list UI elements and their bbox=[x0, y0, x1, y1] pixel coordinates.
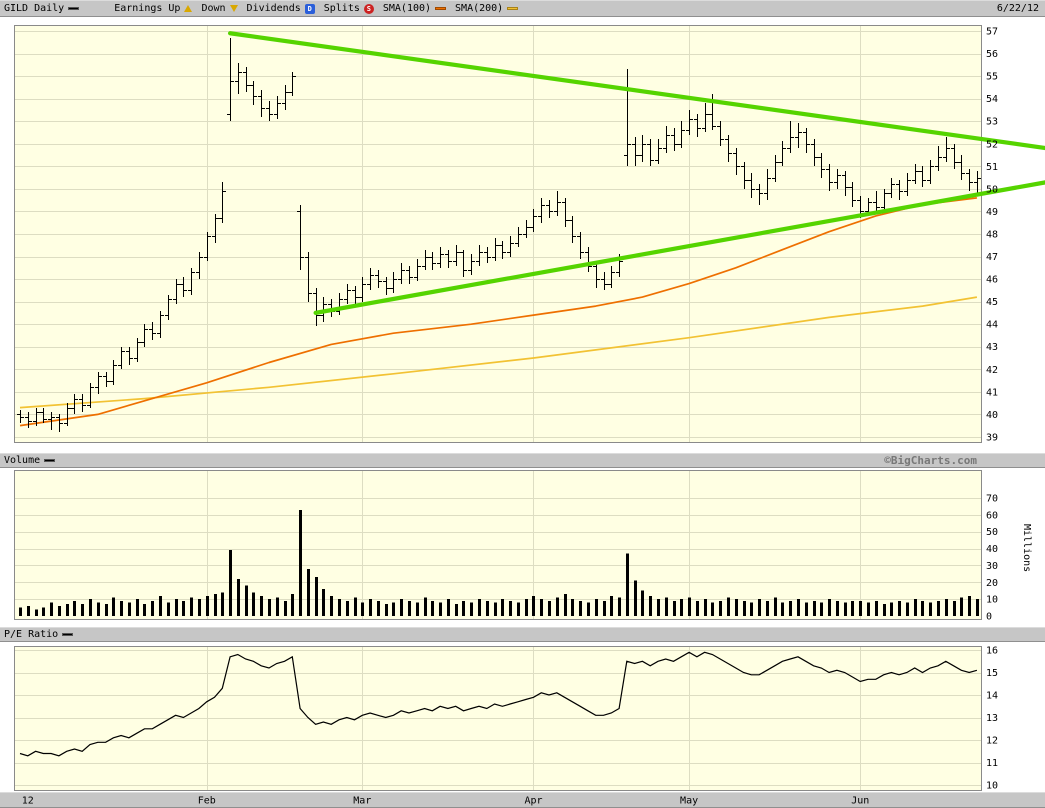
axis-tick-labels: 39 40 41 42 43 44 45 46 47 48 49 50 51 52 53 54 55 56 57 0 1… bbox=[22, 27, 1032, 807]
svg-text:20: 20 bbox=[986, 578, 998, 589]
legend-sma200: SMA(200) bbox=[455, 3, 519, 14]
pe-ratio-line bbox=[19, 651, 978, 757]
svg-text:14: 14 bbox=[986, 691, 998, 702]
volume-bars bbox=[19, 509, 979, 616]
split-badge-icon: S bbox=[363, 3, 374, 14]
as-of-date: 6/22/12 bbox=[996, 3, 1039, 14]
svg-text:55: 55 bbox=[986, 72, 998, 83]
svg-text:42: 42 bbox=[986, 365, 998, 376]
svg-text:40: 40 bbox=[986, 410, 998, 421]
svg-text:56: 56 bbox=[986, 49, 998, 60]
svg-text:10: 10 bbox=[986, 595, 998, 606]
svg-text:48: 48 bbox=[986, 229, 998, 240]
legend-sma100: SMA(100) bbox=[382, 3, 447, 14]
svg-text:51: 51 bbox=[986, 162, 998, 173]
volume-style-line-icon bbox=[44, 459, 56, 462]
earnings-down-triangle-icon bbox=[229, 5, 238, 12]
svg-text:43: 43 bbox=[986, 342, 998, 353]
legend-earnings-up: Earnings Up bbox=[114, 3, 193, 14]
svg-text:52: 52 bbox=[986, 139, 998, 150]
svg-text:12: 12 bbox=[986, 736, 998, 747]
legend-dividends: Dividends D bbox=[247, 3, 315, 14]
svg-text:11: 11 bbox=[986, 758, 998, 769]
svg-text:45: 45 bbox=[986, 297, 998, 308]
svg-text:44: 44 bbox=[986, 320, 998, 331]
svg-text:0: 0 bbox=[986, 612, 992, 623]
svg-text:46: 46 bbox=[986, 275, 998, 286]
panel-backgrounds bbox=[14, 25, 982, 791]
legend-earnings-down: Down bbox=[201, 3, 238, 14]
splits-label: Splits bbox=[323, 3, 360, 14]
volume-section-label: Volume bbox=[4, 455, 41, 466]
chart-header-bar: GILD Daily Earnings Up Down Dividends D … bbox=[0, 0, 1045, 17]
earnings-down-label: Down bbox=[201, 3, 226, 14]
pe-section-label: P/E Ratio bbox=[4, 629, 59, 640]
bigcharts-copyright: ©BigCharts.com bbox=[884, 454, 977, 467]
symbol-title-group: GILD Daily bbox=[4, 3, 80, 14]
price-style-line-icon bbox=[68, 7, 80, 10]
svg-text:10: 10 bbox=[986, 781, 998, 792]
svg-text:47: 47 bbox=[986, 252, 998, 263]
svg-text:49: 49 bbox=[986, 207, 998, 218]
sma200-label: SMA(200) bbox=[455, 3, 504, 14]
svg-text:50: 50 bbox=[986, 527, 998, 538]
svg-text:16: 16 bbox=[986, 646, 998, 657]
svg-text:39: 39 bbox=[986, 432, 998, 443]
pe-style-line-icon bbox=[62, 633, 74, 636]
grid-lines bbox=[15, 26, 981, 790]
svg-text:50: 50 bbox=[986, 184, 998, 195]
sma100-line-icon bbox=[435, 7, 447, 10]
earnings-up-triangle-icon bbox=[184, 5, 193, 12]
pe-section-bar: P/E Ratio bbox=[0, 627, 1045, 642]
trendline-ascending-support bbox=[313, 180, 1045, 315]
svg-text:13: 13 bbox=[986, 713, 998, 724]
sma100-label: SMA(100) bbox=[382, 3, 432, 14]
svg-text:70: 70 bbox=[986, 493, 998, 504]
svg-text:40: 40 bbox=[986, 544, 998, 555]
time-axis-bar bbox=[0, 792, 1045, 808]
svg-text:53: 53 bbox=[986, 117, 998, 128]
trendline-descending-resistance bbox=[227, 31, 1045, 151]
earnings-up-label: Earnings Up bbox=[114, 3, 181, 14]
legend-splits: Splits S bbox=[324, 3, 374, 14]
pe-title-group: P/E Ratio bbox=[4, 629, 74, 640]
svg-text:54: 54 bbox=[986, 94, 998, 105]
volume-section-bar: Volume ©BigCharts.com bbox=[0, 453, 1045, 468]
millions-axis-label: Millions bbox=[1021, 524, 1032, 572]
svg-text:57: 57 bbox=[986, 27, 998, 38]
dividends-label: Dividends bbox=[246, 3, 301, 14]
sma200-line-icon bbox=[507, 7, 519, 10]
sma200-line bbox=[19, 296, 978, 409]
sma100-line bbox=[19, 197, 978, 427]
dividend-badge-icon: D bbox=[304, 3, 315, 14]
svg-text:15: 15 bbox=[986, 668, 998, 679]
symbol-title: GILD Daily bbox=[4, 3, 65, 14]
svg-text:30: 30 bbox=[986, 561, 998, 572]
svg-text:41: 41 bbox=[986, 387, 998, 398]
svg-text:60: 60 bbox=[986, 510, 998, 521]
volume-title-group: Volume bbox=[4, 455, 56, 466]
ohlc-bars bbox=[17, 38, 981, 432]
